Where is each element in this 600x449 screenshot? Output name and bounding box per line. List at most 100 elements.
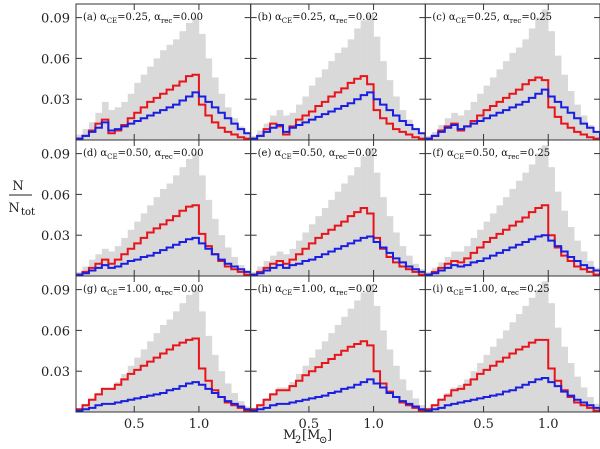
x-tick-label: 1.0 xyxy=(363,417,384,432)
total-bar xyxy=(373,305,381,412)
total-bar xyxy=(528,297,536,412)
total-bar xyxy=(121,101,129,140)
total-bar xyxy=(535,153,543,276)
total-bar xyxy=(328,61,336,140)
total-bar xyxy=(464,379,471,412)
total-bar xyxy=(535,289,543,412)
total-bar xyxy=(173,311,180,412)
total-bar xyxy=(289,248,297,276)
total-bar xyxy=(587,125,594,140)
total-bar xyxy=(295,373,303,412)
total-bar xyxy=(218,235,226,276)
total-bar xyxy=(392,365,400,412)
panel-plot-area xyxy=(76,289,251,412)
total-bar xyxy=(334,191,342,276)
total-bar xyxy=(270,392,277,412)
total-bar xyxy=(295,240,303,276)
total-bar xyxy=(392,232,400,276)
blue-step-series xyxy=(425,234,600,276)
total-bar xyxy=(522,39,530,140)
total-bar xyxy=(522,305,530,412)
total-bar xyxy=(496,205,504,276)
panel-plot-area xyxy=(425,9,600,140)
total-bar xyxy=(451,387,458,412)
total-bar xyxy=(380,61,387,140)
panel-plot-area xyxy=(250,284,426,412)
panel-d: (d) αCE=0.50, αrec=0.00 0.03 0.06 0.09 xyxy=(41,139,252,277)
total-bar xyxy=(477,93,484,140)
total-bar xyxy=(192,153,200,276)
total-bar xyxy=(341,183,349,276)
total-bar xyxy=(438,262,446,276)
total-bar xyxy=(535,17,543,140)
total-bar xyxy=(509,322,517,412)
total-bar xyxy=(509,188,517,276)
total-bar xyxy=(244,270,251,276)
total-bar xyxy=(95,392,103,412)
panel-label: (f) αCE=0.50, αrec=0.25 xyxy=(432,148,550,161)
total-bar xyxy=(263,398,271,412)
x-tick-label: 0.5 xyxy=(124,417,145,432)
total-bar xyxy=(166,183,174,276)
total-bar xyxy=(509,52,517,140)
total-bar xyxy=(574,240,581,276)
y-axis-label: N N tot xyxy=(8,179,35,218)
total-bar xyxy=(554,191,562,276)
total-bar xyxy=(515,180,523,276)
y-tick-label: 0.09 xyxy=(41,148,70,163)
total-bar xyxy=(464,246,471,276)
total-bar xyxy=(302,365,310,412)
total-bar xyxy=(367,148,374,276)
y-tick-label: 0.03 xyxy=(41,229,70,244)
total-bar xyxy=(561,346,568,412)
panel-b: (b) αCE=0.25, αrec=0.02 xyxy=(250,3,426,141)
panel-grid: (a) αCE=0.25, αrec=0.00 0.03 0.06 0.09 (b) α… xyxy=(41,3,600,432)
total-bar xyxy=(237,126,245,140)
y-tick-label: 0.03 xyxy=(41,93,70,108)
total-bar xyxy=(567,227,575,276)
total-bar xyxy=(367,14,374,140)
total-bar xyxy=(502,61,510,140)
blue-step-series xyxy=(250,235,426,276)
total-bar xyxy=(121,373,129,412)
total-bar xyxy=(211,218,219,276)
total-bar xyxy=(185,295,193,412)
total-bar xyxy=(166,319,174,412)
total-bar xyxy=(179,31,187,140)
total-bar xyxy=(328,333,336,412)
panel-plot-area xyxy=(250,14,426,140)
panel-h: (h) αCE=1.00, αrec=0.02 0.5 1.0 xyxy=(250,275,426,432)
total-bar xyxy=(289,382,297,412)
total-bar xyxy=(496,338,504,412)
total-bar xyxy=(95,254,103,276)
total-bar xyxy=(328,199,336,276)
total-bar xyxy=(315,349,323,412)
total-bar xyxy=(347,39,355,140)
panel-plot-area xyxy=(425,281,600,412)
panel-f: (f) αCE=0.50, αrec=0.25 xyxy=(424,139,600,277)
total-bar xyxy=(347,308,355,412)
total-bar xyxy=(160,50,167,140)
total-bar xyxy=(580,387,588,412)
total-bar xyxy=(134,357,141,412)
total-bar xyxy=(211,77,219,140)
panel-label: (e) αCE=0.50, αrec=0.02 xyxy=(258,148,378,161)
total-bar xyxy=(127,229,135,276)
total-bar xyxy=(257,403,264,412)
total-bar xyxy=(483,221,491,276)
total-bar xyxy=(496,69,504,140)
total-bar xyxy=(127,93,135,140)
total-bar xyxy=(380,197,387,276)
total-bar xyxy=(231,118,239,140)
total-bar xyxy=(321,341,329,412)
total-bar xyxy=(399,110,407,140)
total-bar xyxy=(483,85,491,140)
total-bar xyxy=(147,205,154,276)
total-bar xyxy=(541,281,549,412)
x-label-subscript: 2 xyxy=(295,435,301,446)
total-bar xyxy=(380,330,387,412)
panel-e: (e) αCE=0.50, αrec=0.02 xyxy=(250,139,426,277)
total-bar xyxy=(192,17,200,140)
total-bar xyxy=(160,324,167,412)
total-bar xyxy=(283,115,290,140)
